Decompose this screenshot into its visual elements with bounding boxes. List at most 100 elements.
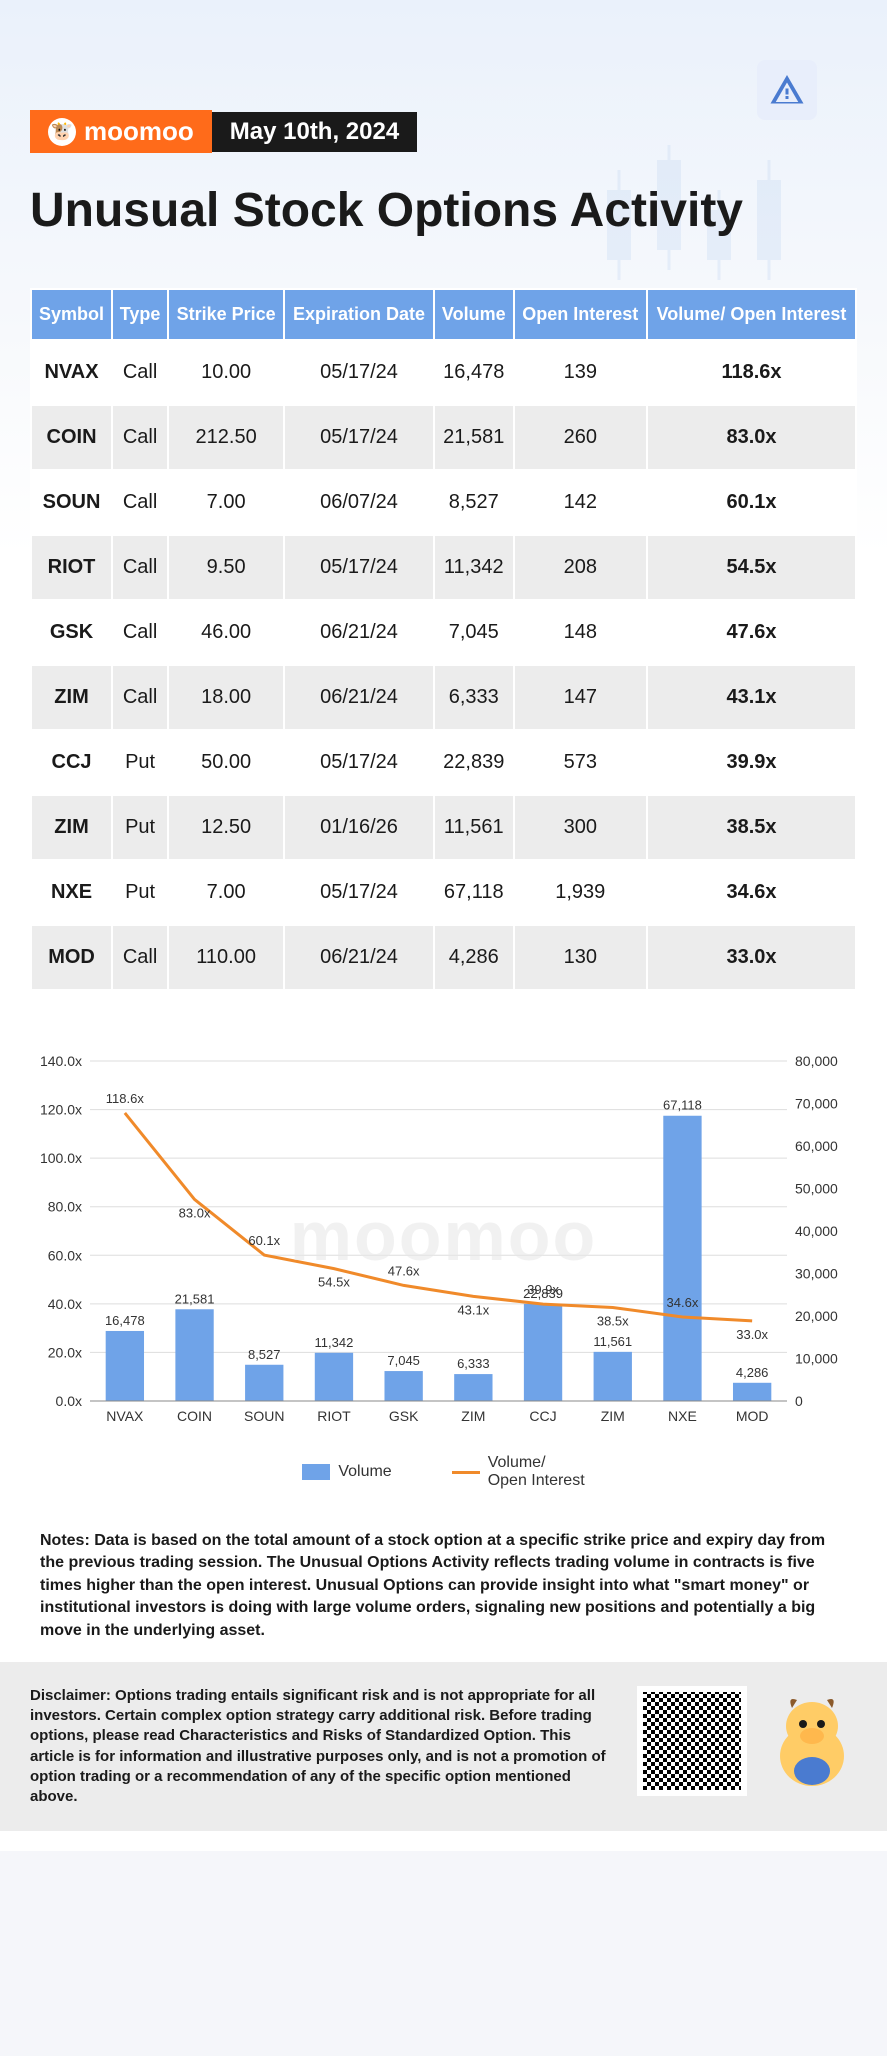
svg-text:SOUN: SOUN — [244, 1408, 284, 1424]
bull-icon: 🐮 — [48, 118, 76, 146]
svg-text:21,581: 21,581 — [175, 1291, 215, 1306]
table-cell: NVAX — [31, 340, 112, 405]
table-cell: NXE — [31, 860, 112, 925]
table-cell: Call — [112, 535, 168, 600]
svg-text:RIOT: RIOT — [317, 1408, 351, 1424]
table-row: GSKCall46.0006/21/247,04514847.6x — [31, 600, 856, 665]
svg-text:83.0x: 83.0x — [179, 1205, 211, 1220]
table-cell: 05/17/24 — [284, 860, 434, 925]
legend-line-swatch — [452, 1471, 480, 1474]
svg-text:10,000: 10,000 — [795, 1351, 838, 1367]
table-row: CCJPut50.0005/17/2422,83957339.9x — [31, 730, 856, 795]
svg-text:7,045: 7,045 — [387, 1353, 420, 1368]
table-cell: 06/07/24 — [284, 470, 434, 535]
table-cell: Put — [112, 860, 168, 925]
table-cell: 7.00 — [168, 470, 284, 535]
table-header: Symbol — [31, 289, 112, 340]
svg-text:ZIM: ZIM — [461, 1408, 485, 1424]
chart-area: moomoo 0.0x20.0x40.0x60.0x80.0x100.0x120… — [0, 1011, 887, 1510]
svg-text:54.5x: 54.5x — [318, 1275, 350, 1290]
svg-text:140.0x: 140.0x — [40, 1053, 82, 1069]
table-row: SOUNCall7.0006/07/248,52714260.1x — [31, 470, 856, 535]
table-cell: 6,333 — [434, 665, 514, 730]
legend-bar-swatch — [302, 1464, 330, 1480]
svg-text:11,342: 11,342 — [315, 1335, 354, 1350]
svg-text:NVAX: NVAX — [106, 1408, 144, 1424]
table-cell: 01/16/26 — [284, 795, 434, 860]
table-cell: SOUN — [31, 470, 112, 535]
svg-text:60,000: 60,000 — [795, 1138, 838, 1154]
table-cell: 11,561 — [434, 795, 514, 860]
table-cell: Call — [112, 665, 168, 730]
svg-text:16,478: 16,478 — [105, 1313, 145, 1328]
svg-text:MOD: MOD — [736, 1408, 769, 1424]
table-header: Type — [112, 289, 168, 340]
svg-text:0: 0 — [795, 1393, 803, 1409]
qr-code — [637, 1686, 747, 1796]
table-cell: 7,045 — [434, 600, 514, 665]
table-cell: COIN — [31, 405, 112, 470]
table-cell: 39.9x — [647, 730, 856, 795]
svg-text:50,000: 50,000 — [795, 1181, 838, 1197]
mascot-icon — [767, 1686, 857, 1796]
table-header: Strike Price — [168, 289, 284, 340]
table-cell: 7.00 — [168, 860, 284, 925]
svg-text:4,286: 4,286 — [736, 1365, 769, 1380]
legend-line-label: Volume/ Open Interest — [488, 1454, 585, 1490]
table-cell: 38.5x — [647, 795, 856, 860]
table-cell: 300 — [514, 795, 647, 860]
svg-text:34.6x: 34.6x — [667, 1295, 699, 1310]
legend-ratio: Volume/ Open Interest — [452, 1454, 585, 1490]
table-cell: 60.1x — [647, 470, 856, 535]
options-table: SymbolTypeStrike PriceExpiration DateVol… — [30, 288, 857, 991]
table-cell: 4,286 — [434, 925, 514, 990]
table-cell: Put — [112, 795, 168, 860]
table-cell: 1,939 — [514, 860, 647, 925]
chart-legend: Volume Volume/ Open Interest — [30, 1446, 857, 1500]
table-row: NXEPut7.0005/17/2467,1181,93934.6x — [31, 860, 856, 925]
brand-name: moomoo — [84, 116, 194, 147]
page: 🐮 moomoo May 10th, 2024 Unusual Stock Op… — [0, 0, 887, 1851]
svg-text:80,000: 80,000 — [795, 1053, 838, 1069]
legend-volume: Volume — [302, 1454, 391, 1490]
svg-text:GSK: GSK — [389, 1408, 419, 1424]
svg-text:11,561: 11,561 — [593, 1334, 632, 1349]
svg-text:43.1x: 43.1x — [457, 1302, 489, 1317]
svg-text:60.1x: 60.1x — [248, 1233, 280, 1248]
table-cell: Call — [112, 470, 168, 535]
legend-bar-label: Volume — [338, 1463, 391, 1481]
svg-text:47.6x: 47.6x — [388, 1263, 420, 1278]
table-cell: 06/21/24 — [284, 925, 434, 990]
table-cell: Call — [112, 405, 168, 470]
table-cell: 06/21/24 — [284, 600, 434, 665]
table-cell: 208 — [514, 535, 647, 600]
table-cell: 46.00 — [168, 600, 284, 665]
table-row: ZIMCall18.0006/21/246,33314743.1x — [31, 665, 856, 730]
svg-text:38.5x: 38.5x — [597, 1314, 629, 1329]
table-cell: 130 — [514, 925, 647, 990]
table-cell: 05/17/24 — [284, 340, 434, 405]
table-cell: RIOT — [31, 535, 112, 600]
table-cell: 67,118 — [434, 860, 514, 925]
table-header: Volume — [434, 289, 514, 340]
footer: Disclaimer: Options trading entails sign… — [0, 1662, 887, 1832]
table-cell: 54.5x — [647, 535, 856, 600]
table-cell: 34.6x — [647, 860, 856, 925]
table-cell: 18.00 — [168, 665, 284, 730]
table-cell: 10.00 — [168, 340, 284, 405]
table-cell: 16,478 — [434, 340, 514, 405]
table-cell: 33.0x — [647, 925, 856, 990]
table-cell: Call — [112, 600, 168, 665]
svg-text:NXE: NXE — [668, 1408, 697, 1424]
table-cell: Call — [112, 340, 168, 405]
svg-text:40,000: 40,000 — [795, 1223, 838, 1239]
combo-chart: 0.0x20.0x40.0x60.0x80.0x100.0x120.0x140.… — [30, 1041, 857, 1441]
svg-text:67,118: 67,118 — [663, 1098, 702, 1113]
svg-text:CCJ: CCJ — [529, 1408, 556, 1424]
table-cell: Call — [112, 925, 168, 990]
table-row: ZIMPut12.5001/16/2611,56130038.5x — [31, 795, 856, 860]
table-cell: 05/17/24 — [284, 730, 434, 795]
table-cell: 118.6x — [647, 340, 856, 405]
brand-badge: 🐮 moomoo — [30, 110, 212, 153]
table-cell: CCJ — [31, 730, 112, 795]
